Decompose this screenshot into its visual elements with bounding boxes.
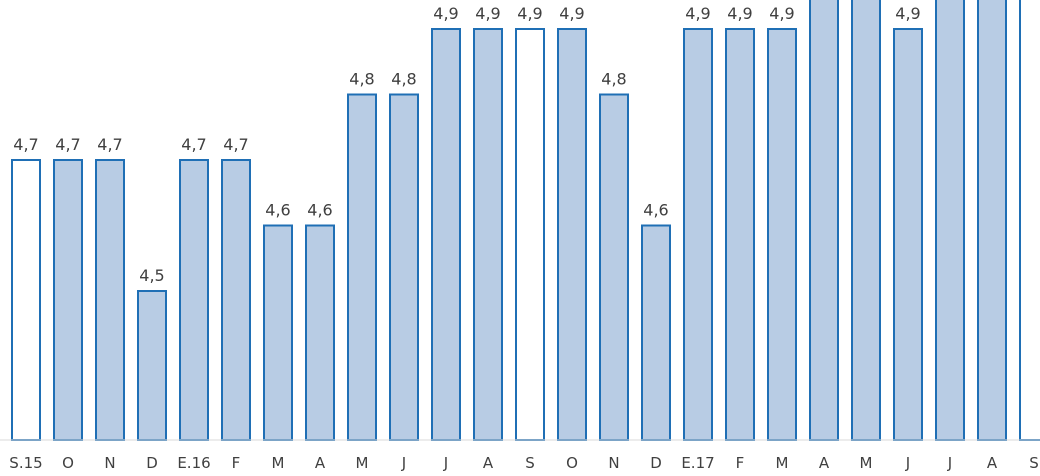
value-labels-group: 4,7 4,7 4,7 4,5 4,7 4,7 4,6 4,6 4,8 4,8 4,9 4,9 4,9 4… [13,4,920,285]
value-label-1: 4,7 [55,135,80,154]
x-tick-label-18: M [776,454,789,472]
x-tick-label-2: N [104,454,115,472]
value-label-16: 4,9 [685,4,710,23]
x-tick-label-13: O [566,454,578,472]
value-label-21: 4,9 [895,4,920,23]
x-tick-label-24: S [1029,454,1039,472]
x-tick-label-17: F [736,454,745,472]
x-tick-label-3: D [146,454,158,472]
x-tick-label-21: J [905,454,910,472]
bar-6 [263,224,293,441]
value-label-3: 4,5 [139,266,164,285]
value-label-7: 4,6 [307,201,332,220]
bar-14 [599,93,629,441]
x-tick-label-8: M [356,454,369,472]
bar-21 [893,28,923,441]
bar-9 [389,93,419,441]
value-label-8: 4,8 [349,70,374,89]
x-tick-label-11: A [483,454,494,472]
value-label-17: 4,9 [727,4,752,23]
value-label-15: 4,6 [643,201,668,220]
bar-10 [431,28,461,441]
value-label-14: 4,8 [601,70,626,89]
x-tick-label-16: E.17 [681,454,714,472]
bar-16 [683,28,713,441]
bar-7 [305,224,335,441]
x-tick-label-20: M [860,454,873,472]
bar-8 [347,93,377,441]
x-tick-label-6: M [272,454,285,472]
value-label-6: 4,6 [265,201,290,220]
bar-15 [641,224,671,441]
x-tick-label-4: E.16 [177,454,210,472]
bar-4 [179,159,209,441]
bar-18 [767,28,797,441]
x-tick-label-19: A [819,454,830,472]
value-label-9: 4,8 [391,70,416,89]
value-label-2: 4,7 [97,135,122,154]
value-label-12: 4,9 [517,4,542,23]
x-tick-label-10: J [443,454,448,472]
x-tick-label-23: A [987,454,998,472]
bar-0 [11,159,41,441]
bar-22 [935,0,965,441]
bar-20 [851,0,881,441]
x-tick-label-1: O [62,454,74,472]
value-label-11: 4,9 [475,4,500,23]
value-label-18: 4,9 [769,4,794,23]
value-label-10: 4,9 [433,4,458,23]
bar-12 [515,28,545,441]
value-label-5: 4,7 [223,135,248,154]
bar-19 [809,0,839,441]
x-tick-labels-group: S.15 O N D E.16 F M A M J J A S O N D E.17 F M A M J J A S [9,454,1038,472]
x-tick-label-5: F [232,454,241,472]
bar-23 [977,0,1007,441]
bar-5 [221,159,251,441]
bar-2 [95,159,125,441]
value-label-13: 4,9 [559,4,584,23]
bar-17 [725,28,755,441]
x-tick-label-15: D [650,454,662,472]
bar-11 [473,28,503,441]
x-tick-label-14: N [608,454,619,472]
x-tick-label-7: A [315,454,326,472]
bar-13 [557,28,587,441]
bar-3 [137,290,167,441]
bars-group [11,0,1040,441]
x-tick-label-12: S [525,454,535,472]
value-label-4: 4,7 [181,135,206,154]
x-tick-label-0: S.15 [9,454,42,472]
bar-1 [53,159,83,441]
value-label-0: 4,7 [13,135,38,154]
x-tick-label-9: J [401,454,406,472]
bar-24 [1019,0,1040,441]
x-tick-label-22: J [947,454,952,472]
